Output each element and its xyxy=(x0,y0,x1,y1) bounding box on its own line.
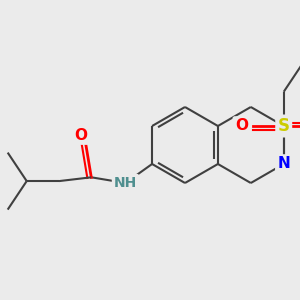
Text: N: N xyxy=(277,157,290,172)
Text: O: O xyxy=(235,118,248,134)
Text: S: S xyxy=(278,117,290,135)
Text: NH: NH xyxy=(114,176,137,190)
Text: O: O xyxy=(74,128,87,142)
